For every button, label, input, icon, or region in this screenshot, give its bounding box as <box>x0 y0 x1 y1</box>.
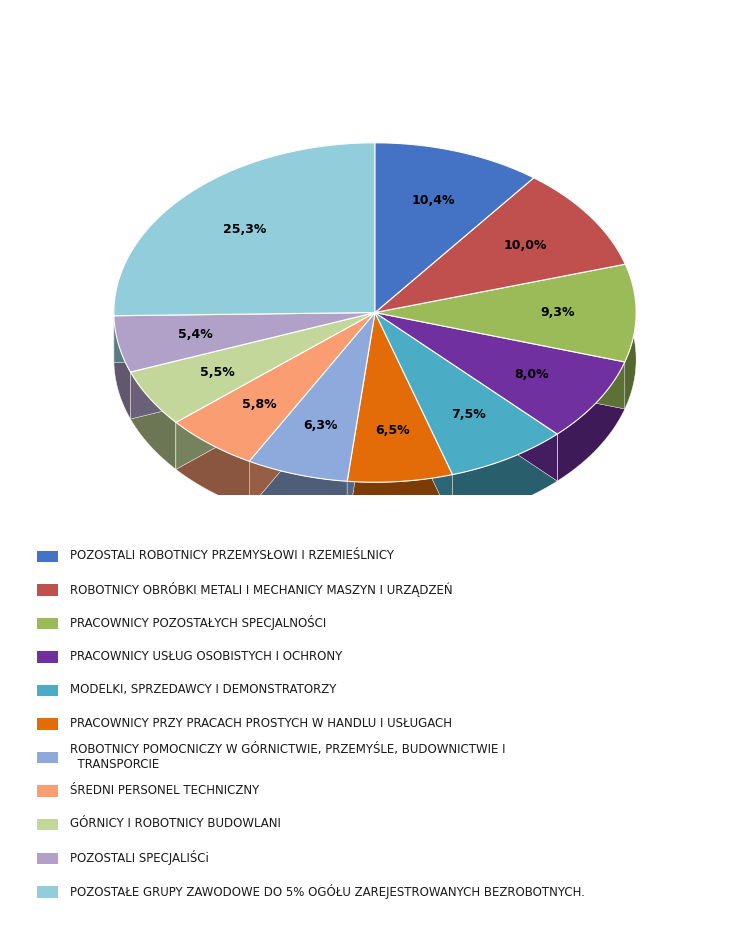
Text: POZOSTALI ROBOTNICY PRZEMYSŁOWI I RZEMIEŚLNICY: POZOSTALI ROBOTNICY PRZEMYSŁOWI I RZEMIE… <box>70 549 394 562</box>
Polygon shape <box>375 312 625 409</box>
Polygon shape <box>347 312 375 528</box>
Text: ROBOTNICY OBRÓBKI METALI I MECHANICY MASZYN I URZĄDZEŃ: ROBOTNICY OBRÓBKI METALI I MECHANICY MAS… <box>70 581 453 597</box>
Polygon shape <box>375 312 557 481</box>
Polygon shape <box>375 312 452 522</box>
Polygon shape <box>557 362 625 481</box>
Text: 9,3%: 9,3% <box>541 306 575 319</box>
Polygon shape <box>176 312 375 470</box>
Polygon shape <box>176 312 375 461</box>
Text: 5,8%: 5,8% <box>242 398 277 411</box>
FancyBboxPatch shape <box>37 584 58 595</box>
Polygon shape <box>625 264 636 409</box>
Polygon shape <box>114 312 375 363</box>
Polygon shape <box>249 312 375 509</box>
Polygon shape <box>375 312 557 481</box>
Polygon shape <box>249 312 375 509</box>
Text: 5,5%: 5,5% <box>200 366 235 379</box>
FancyBboxPatch shape <box>37 752 58 764</box>
Text: POZOSTAŁE GRUPY ZAWODOWE DO 5% OGÓŁU ZAREJESTROWANYCH BEZROBOTNYCH.: POZOSTAŁE GRUPY ZAWODOWE DO 5% OGÓŁU ZAR… <box>70 884 585 898</box>
Polygon shape <box>114 312 375 363</box>
FancyBboxPatch shape <box>37 618 58 630</box>
Text: 6,3%: 6,3% <box>303 419 338 432</box>
FancyBboxPatch shape <box>37 684 58 697</box>
Polygon shape <box>130 312 375 419</box>
Polygon shape <box>452 434 557 522</box>
Text: 7,5%: 7,5% <box>452 408 486 421</box>
Polygon shape <box>130 372 176 470</box>
Polygon shape <box>114 143 375 315</box>
Text: GÓRNICY I ROBOTNICY BUDOWLANI: GÓRNICY I ROBOTNICY BUDOWLANI <box>70 817 281 830</box>
Text: PRACOWNICY PRZY PRACACH PROSTYCH W HANDLU I USŁUGACH: PRACOWNICY PRZY PRACACH PROSTYCH W HANDL… <box>70 717 452 730</box>
Text: 25,3%: 25,3% <box>223 223 266 236</box>
Polygon shape <box>114 315 130 419</box>
Text: MODELKI, SPRZEDAWCY I DEMONSTRATORZY: MODELKI, SPRZEDAWCY I DEMONSTRATORZY <box>70 684 337 697</box>
Polygon shape <box>375 312 625 409</box>
Text: PRACOWNICY USŁUG OSOBISTYCH I OCHRONY: PRACOWNICY USŁUG OSOBISTYCH I OCHRONY <box>70 650 342 663</box>
Polygon shape <box>375 312 625 434</box>
Polygon shape <box>375 312 452 522</box>
Polygon shape <box>249 312 375 482</box>
Polygon shape <box>249 461 347 528</box>
Text: ŚREDNI PERSONEL TECHNICZNY: ŚREDNI PERSONEL TECHNICZNY <box>70 784 260 797</box>
Text: PRACOWNICY POZOSTAŁYCH SPECJALNOŚCI: PRACOWNICY POZOSTAŁYCH SPECJALNOŚCI <box>70 615 326 631</box>
FancyBboxPatch shape <box>37 886 58 897</box>
Polygon shape <box>130 312 375 419</box>
FancyBboxPatch shape <box>37 786 58 797</box>
Polygon shape <box>114 312 375 372</box>
Polygon shape <box>347 312 452 483</box>
Polygon shape <box>375 178 626 312</box>
Polygon shape <box>114 143 375 363</box>
Text: 6,5%: 6,5% <box>376 424 410 437</box>
Text: 10,0%: 10,0% <box>504 239 548 252</box>
Text: 8,0%: 8,0% <box>514 367 548 380</box>
FancyBboxPatch shape <box>37 551 58 562</box>
Polygon shape <box>375 143 534 312</box>
Polygon shape <box>347 474 452 529</box>
Polygon shape <box>347 312 375 528</box>
Polygon shape <box>130 312 375 422</box>
Polygon shape <box>375 264 636 362</box>
Text: 5,4%: 5,4% <box>178 328 213 341</box>
Text: POZOSTALI SPECJALIŚCi: POZOSTALI SPECJALIŚCi <box>70 850 209 865</box>
FancyBboxPatch shape <box>37 651 58 663</box>
FancyBboxPatch shape <box>37 853 58 864</box>
FancyBboxPatch shape <box>37 819 58 830</box>
Polygon shape <box>176 312 375 470</box>
Polygon shape <box>375 312 557 474</box>
Text: 10,4%: 10,4% <box>412 193 455 206</box>
Text: ROBOTNICY POMOCNICZY W GÓRNICTWIE, PRZEMYŚLE, BUDOWNICTWIE I
  TRANSPORCIE: ROBOTNICY POMOCNICZY W GÓRNICTWIE, PRZEM… <box>70 743 506 771</box>
Polygon shape <box>176 422 249 509</box>
FancyBboxPatch shape <box>37 718 58 730</box>
